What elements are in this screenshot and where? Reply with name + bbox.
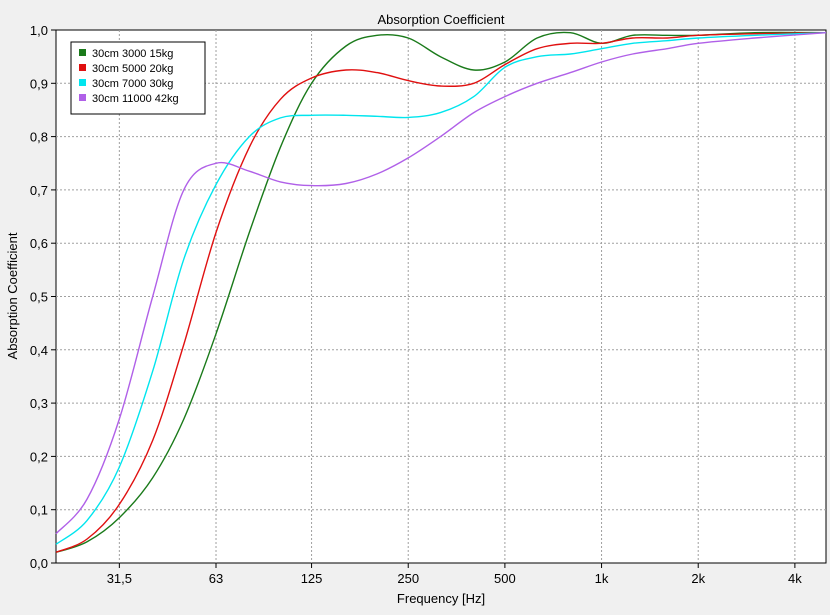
- series-line: [55, 32, 827, 535]
- series-layer: [55, 31, 827, 553]
- y-tick-label: 0,6: [30, 236, 48, 251]
- legend-label: 30cm 11000 42kg: [92, 93, 179, 105]
- x-tick-label: 63: [209, 571, 223, 586]
- legend-label: 30cm 3000 15kg: [92, 48, 173, 60]
- x-tick-label: 500: [494, 571, 516, 586]
- x-axis-label: Frequency [Hz]: [397, 591, 485, 606]
- x-tick-label: 2k: [691, 571, 705, 586]
- y-tick-label: 0,5: [30, 290, 48, 305]
- legend-label: 30cm 5000 20kg: [92, 63, 173, 75]
- series-line: [55, 31, 827, 553]
- x-tick-label: 31,5: [107, 571, 132, 586]
- y-tick-label: 0,1: [30, 503, 48, 518]
- legend-swatch: [79, 64, 86, 71]
- y-axis-label: Absorption Coefficient: [5, 232, 20, 359]
- x-tick-label: 1k: [595, 571, 609, 586]
- y-tick-label: 1,0: [30, 23, 48, 38]
- legend-swatch: [79, 49, 86, 56]
- x-axis-ticks: 31,5 63 125 250 500 1k 2k 4k: [107, 563, 802, 586]
- y-tick-label: 0,3: [30, 396, 48, 411]
- legend: 30cm 3000 15kg 30cm 5000 20kg 30cm 7000 30…: [70, 41, 206, 115]
- legend-swatch: [79, 79, 86, 86]
- y-tick-label: 0,9: [30, 76, 48, 91]
- y-tick-label: 0,4: [30, 343, 48, 358]
- y-tick-label: 0,2: [30, 449, 48, 464]
- y-tick-label: 0,7: [30, 183, 48, 198]
- series-line: [55, 32, 827, 553]
- x-tick-label: 4k: [788, 571, 802, 586]
- x-tick-label: 125: [301, 571, 323, 586]
- chart-title: Absorption Coefficient: [378, 12, 505, 27]
- y-axis-ticks: 0,0 0,1 0,2 0,3 0,4 0,5 0,6 0,7 0,8 0,9 1,0: [30, 23, 56, 571]
- grid: [56, 30, 826, 563]
- legend-box: [70, 41, 206, 115]
- y-tick-label: 0,8: [30, 130, 48, 145]
- y-tick-label: 0,0: [30, 556, 48, 571]
- series-line: [55, 32, 827, 545]
- legend-swatch: [79, 94, 86, 101]
- legend-label: 30cm 7000 30kg: [92, 78, 173, 90]
- x-tick-label: 250: [397, 571, 419, 586]
